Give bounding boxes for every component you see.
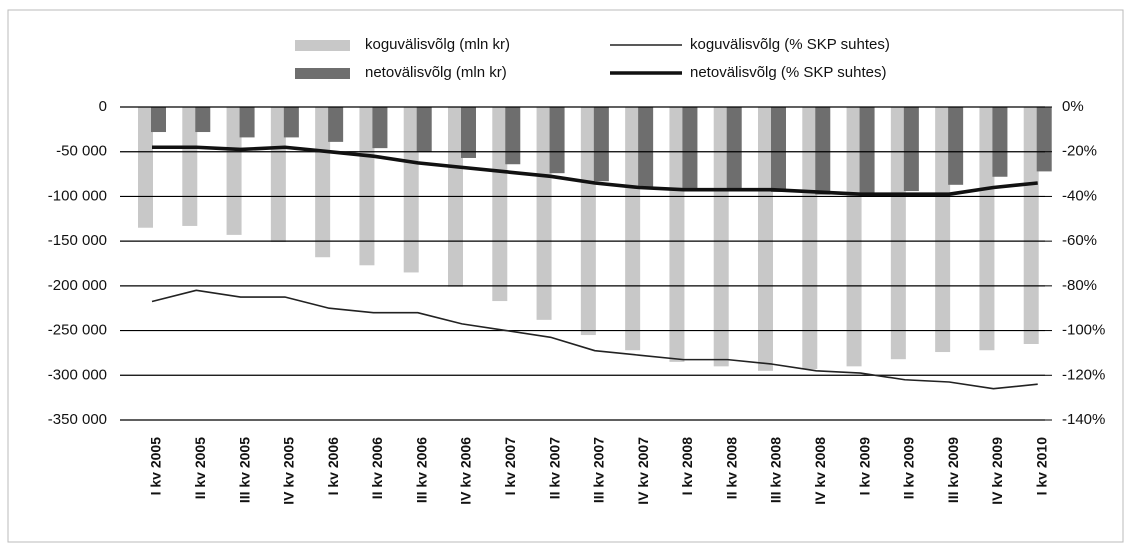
x-tick-label: II kv 2008	[723, 437, 739, 499]
x-tick-label: IV kv 2008	[812, 437, 828, 505]
x-tick-label: III kv 2005	[236, 437, 252, 503]
bar	[638, 107, 654, 187]
bar	[226, 107, 242, 235]
bar	[713, 107, 729, 367]
y2-tick-label: 0%	[1062, 98, 1084, 115]
x-tick-label: II kv 2009	[901, 437, 917, 499]
bar	[403, 107, 419, 273]
bar	[948, 107, 964, 185]
bar	[771, 107, 786, 192]
y-tick-label: -100 000	[48, 187, 107, 204]
bar	[802, 107, 818, 370]
bar	[151, 107, 166, 133]
bar	[1036, 107, 1052, 172]
y2-tick-label: -140%	[1062, 411, 1105, 428]
x-tick-label: I kv 2006	[325, 437, 341, 496]
bar	[890, 107, 906, 360]
bar	[846, 107, 862, 367]
bar	[359, 107, 375, 266]
y-tick-label: -350 000	[48, 411, 107, 428]
line-series	[152, 145, 1038, 196]
y-tick-label: -50 000	[56, 143, 107, 160]
y-tick-label: -250 000	[48, 322, 107, 339]
bar	[536, 107, 552, 320]
frame	[7, 9, 1124, 543]
x-tick-label: II kv 2005	[192, 437, 208, 499]
y2-tick-label: -100%	[1062, 322, 1105, 339]
bar	[505, 107, 521, 165]
bar	[593, 107, 609, 182]
legend-label: koguvälisvõlg (% SKP suhtes)	[690, 36, 890, 53]
x-tick-label: I kv 2007	[502, 437, 518, 496]
bar	[758, 107, 773, 371]
x-tick-label: III kv 2007	[591, 437, 607, 503]
bar	[549, 107, 565, 174]
bar	[1023, 107, 1039, 344]
bar	[726, 107, 742, 192]
y2-tick-label: -20%	[1062, 143, 1097, 160]
y-tick-label: -300 000	[48, 366, 107, 383]
legend-label: netovälisvõlg (mln kr)	[365, 64, 507, 81]
x-tick-label: IV kv 2007	[635, 437, 651, 505]
bar	[239, 107, 255, 138]
bar	[492, 107, 508, 302]
bar	[195, 107, 211, 133]
bar	[138, 107, 153, 228]
x-tick-label: III kv 2008	[768, 437, 784, 503]
x-tick-label: II kv 2007	[546, 437, 562, 499]
x-tick-label: IV kv 2006	[458, 437, 474, 505]
x-tick-label: II kv 2006	[369, 437, 385, 499]
bar	[979, 107, 995, 351]
y-tick-label: -150 000	[48, 232, 107, 249]
bar	[669, 107, 685, 362]
bar	[461, 107, 476, 158]
bar	[625, 107, 641, 351]
bar	[270, 107, 286, 243]
bar	[315, 107, 331, 258]
x-tick-label: III kv 2009	[945, 437, 961, 503]
bar	[682, 107, 698, 192]
line-series	[151, 289, 1038, 390]
bar	[416, 107, 432, 152]
x-tick-label: I kv 2010	[1033, 437, 1049, 496]
bar	[283, 107, 299, 138]
x-tick-label: III kv 2006	[413, 437, 429, 503]
y-tick-label: 0	[99, 98, 107, 115]
x-tick-label: I kv 2005	[148, 437, 164, 496]
x-tick-label: I kv 2008	[679, 437, 695, 496]
bar	[372, 107, 388, 149]
legend-label: netovälisvõlg (% SKP suhtes)	[690, 64, 887, 81]
y-tick-label: -200 000	[48, 277, 107, 294]
y2-tick-label: -40%	[1062, 187, 1097, 204]
y2-tick-label: -80%	[1062, 277, 1097, 294]
bar	[815, 107, 831, 195]
y2-tick-label: -120%	[1062, 366, 1105, 383]
bar	[182, 107, 198, 226]
bar	[903, 107, 919, 192]
bar	[935, 107, 951, 353]
bar	[328, 107, 344, 142]
bar	[992, 107, 1008, 177]
x-tick-label: I kv 2009	[856, 437, 872, 496]
y2-tick-label: -60%	[1062, 232, 1097, 249]
x-tick-label: IV kv 2005	[281, 437, 297, 505]
bar	[580, 107, 596, 336]
legend-label: koguvälisvõlg (mln kr)	[365, 36, 510, 53]
legend-swatch	[295, 68, 350, 79]
legend-swatch	[295, 40, 350, 51]
x-tick-label: IV kv 2009	[989, 437, 1005, 505]
